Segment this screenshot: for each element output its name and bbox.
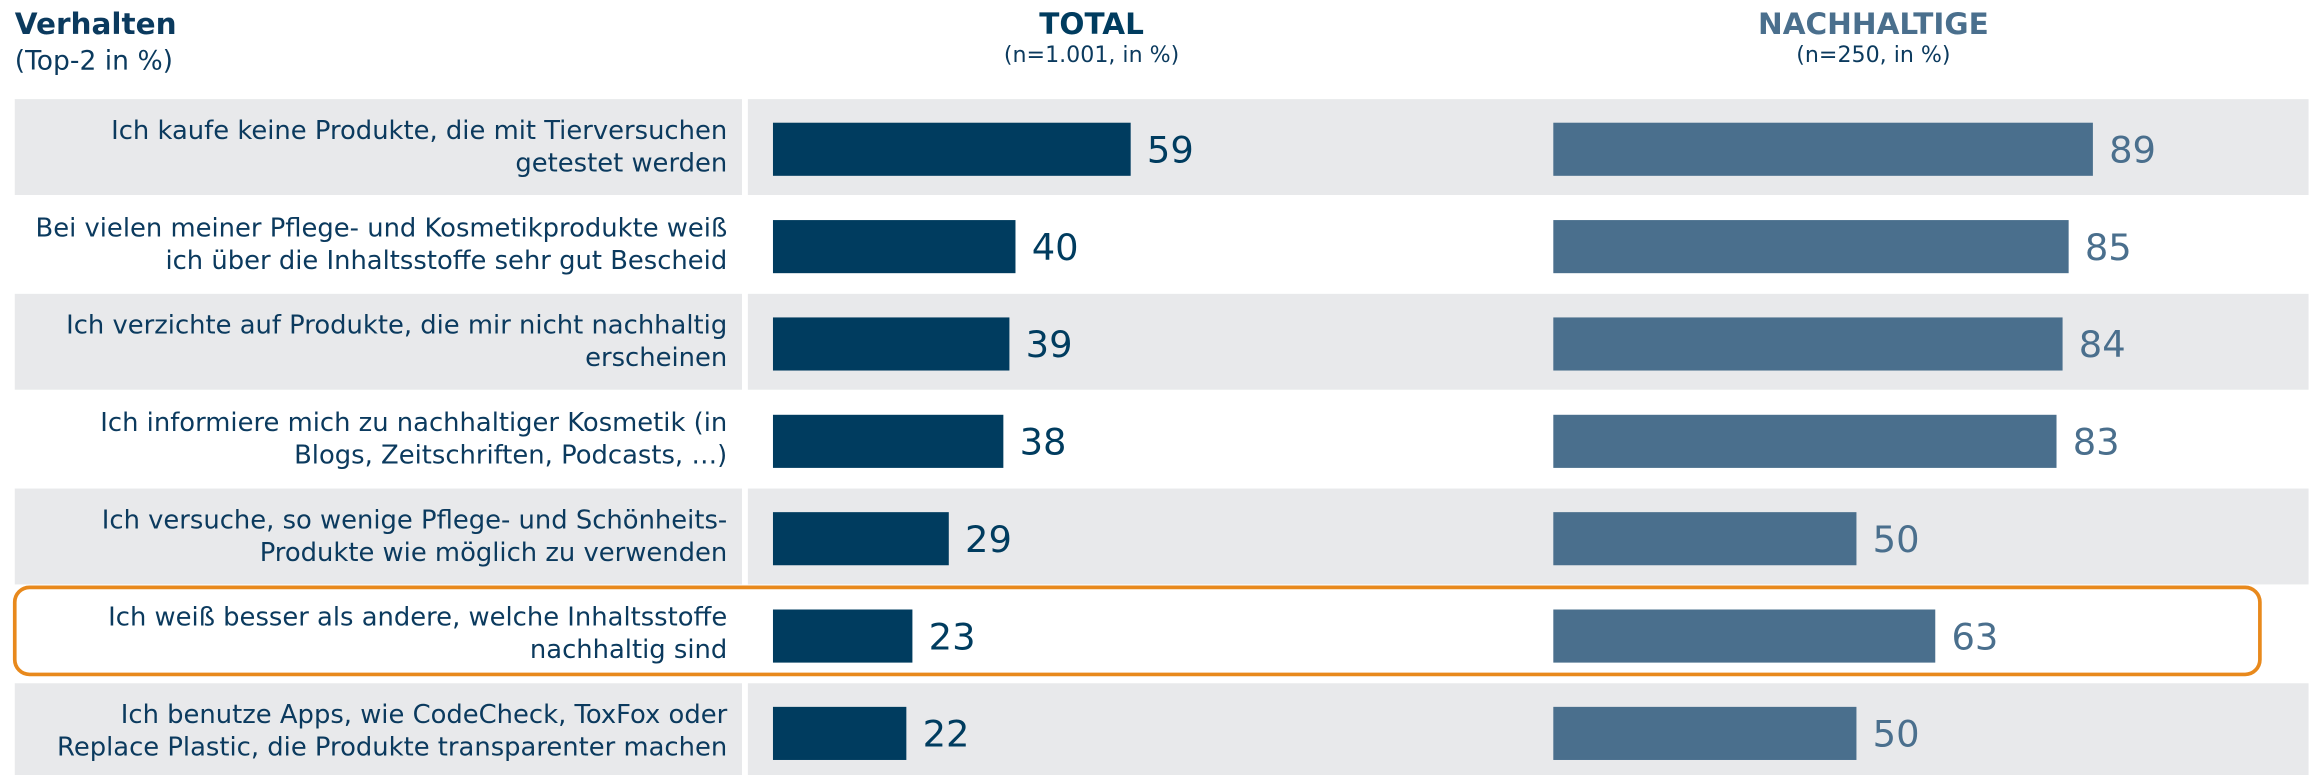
bar — [772, 414, 1004, 468]
row-background — [14, 99, 742, 195]
row-background — [747, 488, 2309, 585]
bar — [772, 220, 1016, 274]
value-label: 23 — [929, 615, 976, 658]
row-background — [14, 683, 742, 775]
category-label: Ich weiß besser als andere, welche Inhal… — [108, 603, 728, 666]
value-label: 22 — [923, 713, 970, 756]
bar — [1553, 122, 2093, 176]
bar — [772, 609, 913, 663]
value-label: 40 — [1032, 226, 1079, 269]
row-background — [14, 488, 742, 585]
highlight-frame — [12, 585, 2262, 677]
category-label-box: Ich kaufe keine Produkte, die mit Tierve… — [111, 116, 728, 179]
bar — [772, 122, 1131, 176]
bar — [772, 512, 949, 566]
category-label: Ich informiere mich zu nachhaltiger Kosm… — [100, 408, 728, 471]
category-label-box: Ich verzichte auf Produkte, die mir nich… — [66, 311, 728, 374]
series-name: TOTAL — [1039, 7, 1144, 41]
series-subtitle: (n=1.001, in %) — [1004, 42, 1179, 68]
category-label: Ich benutze Apps, wie CodeCheck, ToxFox … — [57, 700, 728, 763]
value-label: 50 — [1873, 713, 1920, 756]
value-label: 38 — [1020, 421, 1067, 464]
row-background — [14, 293, 742, 390]
value-label: 59 — [1147, 129, 1194, 172]
category-label: Ich kaufe keine Produkte, die mit Tierve… — [111, 116, 728, 179]
value-label: 29 — [965, 518, 1012, 561]
bar — [1553, 512, 1857, 566]
value-label: 39 — [1026, 323, 1073, 366]
category-label-box: Ich benutze Apps, wie CodeCheck, ToxFox … — [57, 700, 728, 763]
category-label-box: Ich weiß besser als andere, welche Inhal… — [108, 603, 728, 666]
row-background — [747, 683, 2309, 775]
value-label: 89 — [2109, 129, 2156, 172]
category-label: Bei vielen meiner Pflege- und Kosmetikpr… — [35, 214, 728, 277]
bar — [1553, 220, 2069, 274]
bar — [1553, 706, 1857, 760]
category-label-box: Ich informiere mich zu nachhaltiger Kosm… — [100, 408, 728, 471]
value-label: 84 — [2079, 323, 2126, 366]
series-name: NACHHALTIGE — [1758, 7, 1989, 41]
bar — [1553, 414, 2057, 468]
category-label: Ich verzichte auf Produkte, die mir nich… — [66, 311, 728, 374]
chart-subtitle: (Top-2 in %) — [15, 46, 173, 77]
bar — [772, 317, 1010, 371]
value-label: 85 — [2085, 226, 2132, 269]
category-label: Ich versuche, so wenige Pflege- und Schö… — [101, 506, 728, 569]
value-label: 50 — [1873, 518, 1920, 561]
category-label-box: Ich versuche, so wenige Pflege- und Schö… — [101, 506, 728, 569]
chart-title: Verhalten — [15, 7, 177, 41]
category-label-box: Bei vielen meiner Pflege- und Kosmetikpr… — [35, 214, 728, 277]
series-subtitle: (n=250, in %) — [1796, 42, 1950, 68]
value-label: 63 — [1951, 615, 1998, 658]
bar — [1553, 317, 2063, 371]
bar — [772, 706, 907, 760]
bar — [1553, 609, 1936, 663]
value-label: 83 — [2073, 421, 2120, 464]
